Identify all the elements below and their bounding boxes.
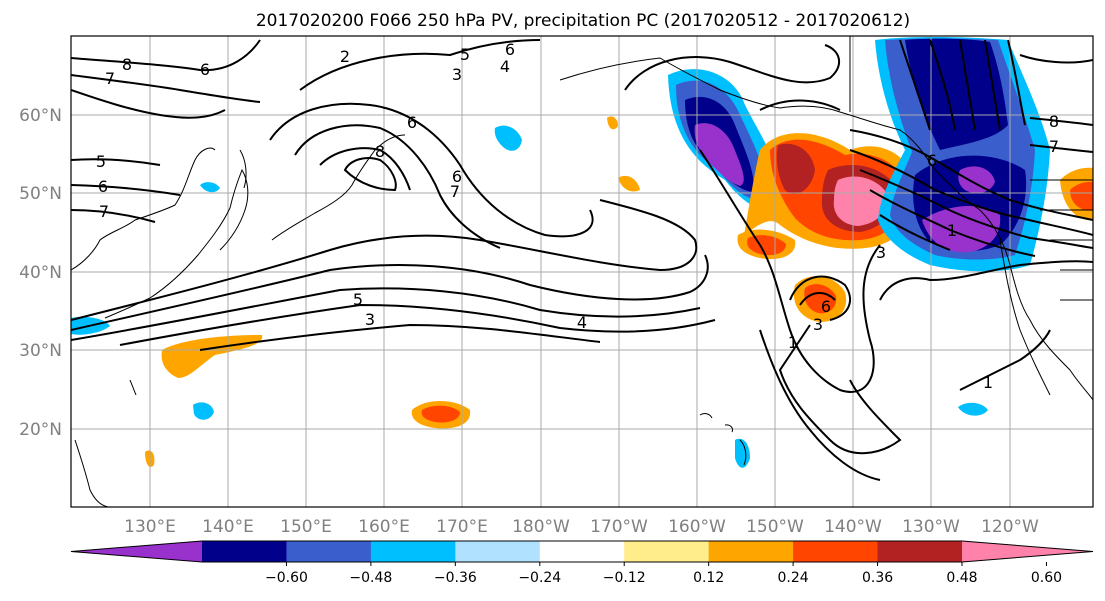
contour-label: 3 [876, 243, 886, 262]
lat-labels: 20°N 30°N 40°N 50°N 60°N [19, 106, 62, 440]
shade-pos-wp-a [161, 335, 263, 378]
figure-title: 2017020200 F066 250 hPa PV, precipitatio… [256, 11, 910, 31]
colorbar-swatch [286, 541, 372, 562]
contour-label: 5 [96, 152, 106, 171]
map-frame [70, 35, 1094, 508]
lon-label: 150°W [746, 517, 804, 537]
shade-pos-small-d [618, 175, 640, 192]
lon-label: 160°W [668, 517, 726, 537]
contour-label: 7 [99, 202, 109, 221]
contour-label: 7 [450, 182, 460, 201]
contour-label: 6 [200, 60, 210, 79]
lat-label: 60°N [19, 106, 62, 126]
contour-label: 4 [577, 313, 587, 332]
shade-pos-small-c [607, 116, 618, 130]
map-area: 8 7 6 5 6 7 2 6 5 6 3 4 8 6 7 5 3 4 1 3 … [71, 36, 1093, 507]
colorbar-tick-label: 0.24 [778, 570, 809, 586]
shade-neg-wp-b [200, 182, 220, 193]
colorbar-extend-min [71, 541, 202, 562]
contour-label: 8 [122, 55, 132, 74]
colorbar-extend-max [962, 541, 1093, 562]
lat-label: 20°N [19, 420, 62, 440]
colorbar-tick-label: 0.36 [862, 570, 893, 586]
shade-neg-wc-core2 [958, 166, 995, 194]
shade-neg-wp-c [494, 125, 522, 151]
lon-label: 130°E [124, 517, 176, 537]
contour-label: 1 [983, 373, 993, 392]
contour-label: 5 [460, 45, 470, 64]
colorbar-tick-label: −0.24 [518, 570, 561, 586]
graticule [71, 36, 1093, 507]
contour-label: 2 [340, 47, 350, 66]
contour-label: 6 [407, 113, 417, 132]
contour-label: 3 [452, 65, 462, 84]
contour-label: 8 [375, 142, 385, 161]
colorbar-swatch [624, 541, 710, 562]
pv-contours [71, 39, 1093, 481]
colorbar-swatch [539, 541, 625, 562]
shade-neg-hawaii [735, 438, 750, 468]
lon-label: 150°E [280, 517, 332, 537]
shade-neg-wp-a [193, 402, 214, 420]
colorbar-swatch [793, 541, 879, 562]
lat-label: 30°N [19, 341, 62, 361]
colorbar: −0.60 −0.48 −0.36 −0.24 −0.12 0.12 0.24 0.36 0.4… [70, 540, 1094, 586]
shade-neg-baja [958, 402, 988, 416]
colorbar-swatches [70, 540, 1094, 563]
contour-label: 3 [365, 310, 375, 329]
colorbar-tick-label: −0.12 [603, 570, 646, 586]
lon-label: 170°E [436, 517, 488, 537]
colorbar-tick-label: −0.60 [265, 570, 308, 586]
shade-pos-cutoff-inner [804, 284, 837, 314]
colorbar-outline [70, 540, 1094, 563]
lat-label: 40°N [19, 263, 62, 283]
contour-label: 6 [927, 151, 937, 170]
contour-label: 6 [98, 177, 108, 196]
colorbar-swatch [877, 541, 963, 562]
colorbar-tick-label: 0.48 [946, 570, 977, 586]
lon-label: 140°W [824, 517, 882, 537]
lon-label: 130°W [902, 517, 960, 537]
colorbar-tick-label: −0.36 [434, 570, 477, 586]
contour-label: 7 [1049, 137, 1059, 156]
shade-pos-ne-a [776, 143, 815, 194]
contour-label: 7 [105, 69, 115, 88]
contour-label: 4 [500, 57, 510, 76]
contour-labels: 8 7 6 5 6 7 2 6 5 6 3 4 8 6 7 5 3 4 1 3 … [96, 40, 1059, 392]
colorbar-swatch [202, 541, 287, 562]
colorbar-swatch [708, 541, 794, 562]
precip-shading [71, 37, 1093, 468]
contour-label: 1 [947, 221, 957, 240]
colorbar-swatch [455, 541, 541, 562]
colorbar-tick-label: −0.48 [349, 570, 392, 586]
colorbar-swatch [370, 541, 456, 562]
colorbar-ticks: −0.60 −0.48 −0.36 −0.24 −0.12 0.12 0.24 0.36 0.4… [265, 562, 1062, 586]
contour-label: 3 [813, 315, 823, 334]
shade-pos-wp-b-inner [421, 405, 460, 423]
contour-label: 6 [821, 297, 831, 316]
shade-pos-east-inner [1070, 181, 1093, 211]
lon-labels: 130°E 140°E 150°E 160°E 170°E 180°W 170°… [124, 517, 1039, 537]
colorbar-tick-label: 0.60 [1031, 570, 1062, 586]
contour-label: 6 [505, 40, 515, 59]
contour-label: 6 [452, 167, 462, 186]
contour-label: 5 [353, 290, 363, 309]
shade-neg-gulf-core [694, 123, 744, 186]
contour-label: 8 [1049, 112, 1059, 131]
lon-label: 180°W [512, 517, 570, 537]
coastlines [71, 36, 1093, 507]
shade-pos-ne-core [833, 176, 889, 226]
lon-label: 140°E [202, 517, 254, 537]
colorbar-tick-label: 0.12 [693, 570, 724, 586]
lon-label: 170°W [590, 517, 648, 537]
lat-label: 50°N [19, 184, 62, 204]
contour-label: 1 [788, 333, 798, 352]
lon-label: 120°W [981, 517, 1039, 537]
lon-label: 160°E [358, 517, 410, 537]
